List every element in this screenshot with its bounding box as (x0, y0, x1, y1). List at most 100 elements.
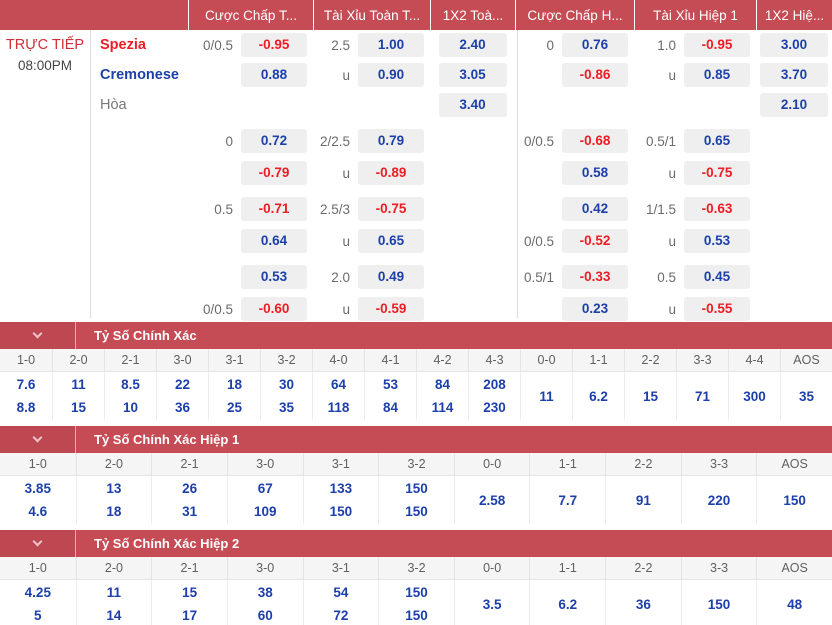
score-odds[interactable]: 67 (257, 481, 273, 496)
odds-value[interactable]: -0.75 (358, 197, 424, 221)
score-odds[interactable]: 84 (434, 377, 451, 392)
score-odds[interactable]: 300 (743, 388, 766, 404)
score-odds[interactable]: 8.5 (121, 377, 140, 392)
score-odds[interactable]: 13 (106, 481, 122, 496)
collapse-toggle[interactable] (0, 322, 76, 349)
score-odds[interactable]: 150 (707, 596, 731, 612)
score-odds[interactable]: 60 (257, 608, 273, 623)
odds-value[interactable]: 0.64 (241, 229, 307, 253)
score-odds[interactable]: 10 (122, 400, 139, 415)
odds-value[interactable]: 3.05 (438, 63, 507, 87)
score-odds[interactable]: 114 (431, 400, 454, 415)
odds-value[interactable]: 0.49 (358, 265, 424, 289)
odds-value[interactable]: -0.79 (241, 161, 307, 185)
score-odds[interactable]: 14 (106, 608, 122, 623)
score-odds[interactable]: 11 (539, 388, 554, 404)
score-odds[interactable]: 2.58 (478, 492, 506, 508)
odds-value[interactable]: 2.40 (438, 33, 507, 57)
odds-value[interactable]: 0.76 (562, 33, 628, 57)
odds-value[interactable]: 0.53 (241, 265, 307, 289)
odds-value[interactable]: -0.59 (358, 297, 424, 321)
odds-value[interactable]: -0.33 (562, 265, 628, 289)
score-odds[interactable]: 17 (182, 608, 198, 623)
odds-value[interactable]: 3.00 (760, 33, 828, 57)
score-odds[interactable]: 150 (329, 504, 353, 519)
odds-value[interactable]: 0.23 (562, 297, 628, 321)
odds-value[interactable]: 3.40 (438, 93, 507, 117)
score-odds[interactable]: 64 (330, 377, 347, 392)
score-odds[interactable]: 133 (329, 481, 353, 496)
score-odds[interactable]: 11 (106, 585, 122, 600)
odds-value[interactable]: 0.72 (241, 129, 307, 153)
score-odds[interactable]: 220 (707, 492, 731, 508)
score-odds[interactable]: 118 (327, 400, 350, 415)
score-section-header[interactable]: Tỷ Số Chính Xác Hiệp 1 (0, 426, 832, 453)
score-odds[interactable]: 7.7 (558, 492, 578, 508)
score-odds[interactable]: 6.2 (558, 596, 578, 612)
score-section-header[interactable]: Tỷ Số Chính Xác Hiệp 2 (0, 530, 832, 557)
odds-value[interactable]: -0.75 (684, 161, 750, 185)
score-odds[interactable]: 91 (635, 492, 651, 508)
score-odds[interactable]: 3.85 (24, 481, 51, 496)
collapse-toggle[interactable] (0, 426, 76, 453)
score-odds[interactable]: 7.6 (16, 377, 36, 392)
odds-value[interactable]: -0.89 (358, 161, 424, 185)
score-odds[interactable]: 150 (783, 492, 806, 508)
odds-value[interactable]: 2.10 (760, 93, 828, 117)
score-odds[interactable]: 230 (483, 400, 506, 415)
score-odds[interactable]: 30 (278, 377, 295, 392)
score-odds[interactable]: 54 (333, 585, 349, 600)
odds-value[interactable]: -0.52 (562, 229, 628, 253)
score-odds[interactable]: 36 (174, 400, 191, 415)
odds-value[interactable]: 1.00 (358, 33, 424, 57)
score-odds[interactable]: 3.5 (482, 596, 502, 612)
collapse-toggle[interactable] (0, 530, 76, 557)
score-odds[interactable]: 25 (226, 400, 243, 415)
score-odds[interactable]: 36 (635, 596, 651, 612)
odds-value[interactable]: -0.95 (684, 33, 750, 57)
odds-value[interactable]: -0.95 (241, 33, 307, 57)
odds-value[interactable]: -0.63 (684, 197, 750, 221)
odds-value[interactable]: 0.45 (684, 265, 750, 289)
score-odds[interactable]: 150 (405, 585, 428, 600)
odds-value[interactable]: 0.90 (358, 63, 424, 87)
score-odds[interactable]: 35 (798, 388, 815, 404)
score-odds[interactable]: 6.2 (589, 388, 608, 404)
odds-value[interactable]: 0.88 (241, 63, 307, 87)
odds-value[interactable]: 0.58 (562, 161, 628, 185)
score-odds[interactable]: 72 (333, 608, 349, 623)
score-odds[interactable]: 26 (182, 481, 198, 496)
score-odds[interactable]: 15 (70, 400, 87, 415)
odds-value[interactable]: 0.85 (684, 63, 750, 87)
odds-value[interactable]: 0.65 (358, 229, 424, 253)
score-odds[interactable]: 11 (71, 377, 86, 392)
odds-value[interactable]: 0.53 (684, 229, 750, 253)
score-odds[interactable]: 84 (382, 400, 399, 415)
score-odds[interactable]: 109 (253, 504, 277, 519)
score-odds[interactable]: 31 (182, 504, 198, 519)
score-odds[interactable]: 150 (405, 481, 428, 496)
score-odds[interactable]: 15 (182, 585, 198, 600)
score-odds[interactable]: 150 (405, 608, 428, 623)
score-odds[interactable]: 208 (483, 377, 506, 392)
score-odds[interactable]: 15 (642, 388, 659, 404)
score-odds[interactable]: 150 (405, 504, 428, 519)
score-odds[interactable]: 38 (257, 585, 273, 600)
score-odds[interactable]: 48 (787, 596, 803, 612)
odds-value[interactable]: -0.55 (684, 297, 750, 321)
odds-value[interactable]: 0.65 (684, 129, 750, 153)
score-odds[interactable]: 8.8 (16, 400, 36, 415)
score-odds[interactable]: 71 (694, 388, 711, 404)
score-odds[interactable]: 18 (106, 504, 122, 519)
odds-value[interactable]: 0.79 (358, 129, 424, 153)
score-odds[interactable]: 53 (382, 377, 399, 392)
odds-value[interactable]: -0.86 (562, 63, 628, 87)
score-odds[interactable]: 4.6 (28, 504, 48, 519)
odds-value[interactable]: -0.60 (241, 297, 307, 321)
score-odds[interactable]: 18 (226, 377, 243, 392)
odds-value[interactable]: 3.70 (760, 63, 828, 87)
odds-value[interactable]: -0.68 (562, 129, 628, 153)
odds-value[interactable]: 0.42 (562, 197, 628, 221)
odds-value[interactable]: -0.71 (241, 197, 307, 221)
score-odds[interactable]: 35 (278, 400, 295, 415)
